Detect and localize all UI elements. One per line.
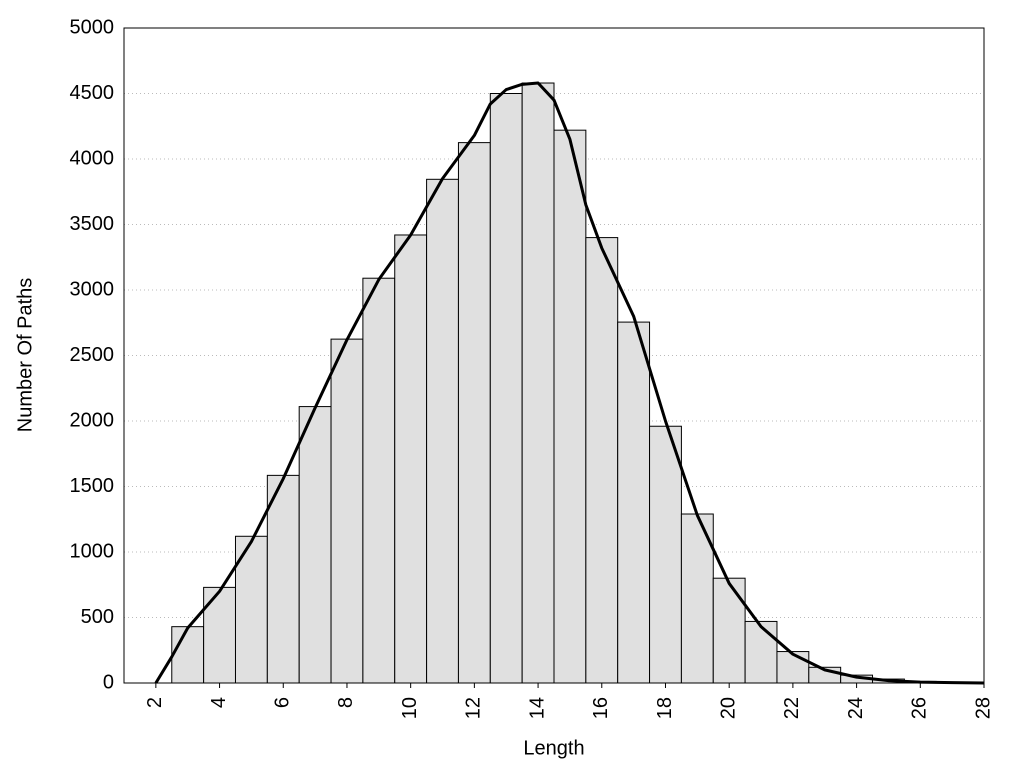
x-tick-label: 8 xyxy=(335,697,357,708)
x-tick-label: 22 xyxy=(781,697,803,719)
bar xyxy=(649,425,682,684)
y-tick-label: 2500 xyxy=(70,344,115,366)
x-tick-label: 24 xyxy=(845,697,867,719)
x-tick-label: 20 xyxy=(717,697,739,719)
y-tick-label: 2000 xyxy=(70,409,115,431)
x-tick-label: 4 xyxy=(208,697,230,708)
bar xyxy=(776,651,810,684)
x-tick-label: 2 xyxy=(144,697,166,708)
y-tick-label: 4000 xyxy=(70,147,115,169)
y-tick-label: 0 xyxy=(103,671,114,693)
bar xyxy=(362,277,396,684)
plot-frame xyxy=(123,27,985,684)
x-tick-label: 28 xyxy=(972,697,994,719)
bar xyxy=(426,178,459,684)
y-tick-label: 1500 xyxy=(70,475,115,497)
y-tick-label: 4500 xyxy=(70,82,115,104)
bar xyxy=(457,142,491,684)
x-tick-label: 12 xyxy=(463,697,485,719)
bar xyxy=(266,474,300,684)
bar xyxy=(744,620,778,684)
y-axis-label: Number Of Paths xyxy=(14,278,36,433)
x-tick-label: 26 xyxy=(909,697,931,719)
y-tick-label: 5000 xyxy=(70,16,115,38)
bar xyxy=(521,82,555,684)
y-tick-label: 500 xyxy=(81,606,114,628)
y-tick-label: 3500 xyxy=(70,213,115,235)
density-line xyxy=(154,81,985,685)
x-tick-label: 18 xyxy=(654,697,676,719)
bar xyxy=(203,586,236,684)
bar xyxy=(585,237,619,684)
bar xyxy=(330,338,364,684)
x-tick-label: 14 xyxy=(526,697,548,719)
x-tick-label: 10 xyxy=(399,697,421,719)
bar xyxy=(712,577,746,684)
bar xyxy=(171,626,205,684)
x-tick-label: 6 xyxy=(272,697,294,708)
y-tick-label: 1000 xyxy=(70,540,115,562)
bar xyxy=(553,129,587,684)
x-tick-label: 16 xyxy=(590,697,612,719)
bar xyxy=(298,406,332,684)
bar xyxy=(617,321,651,684)
x-axis-label: Length xyxy=(523,737,584,759)
y-tick-label: 3000 xyxy=(70,278,115,300)
bar xyxy=(489,93,523,684)
bar xyxy=(394,234,428,684)
